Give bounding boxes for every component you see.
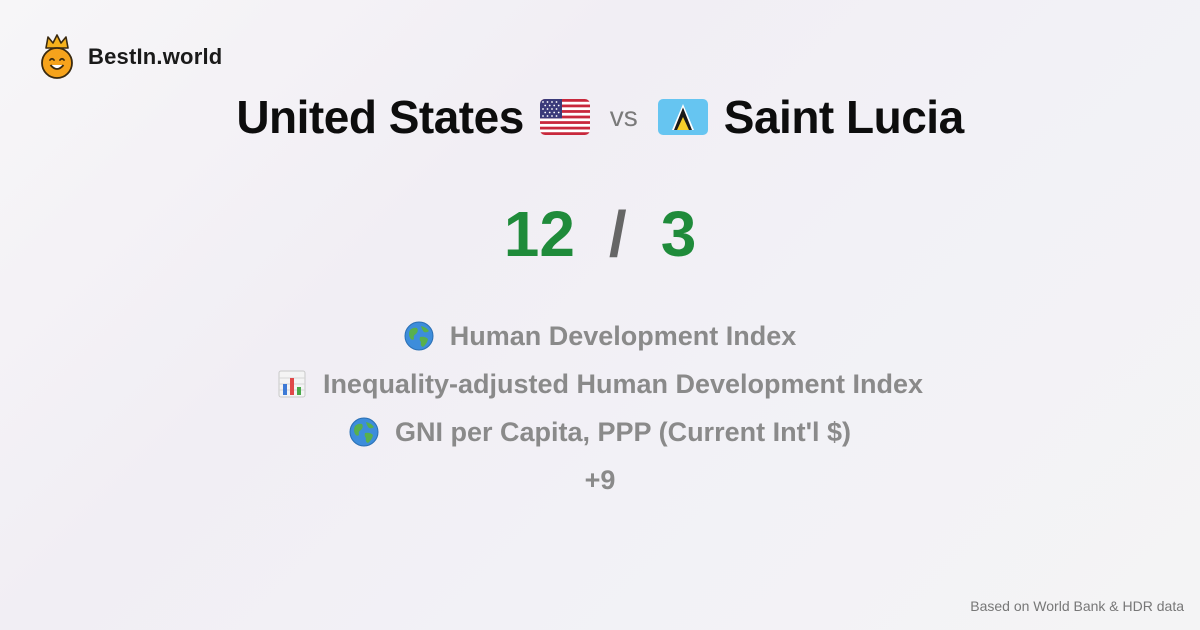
metric-item[interactable]: Inequality-adjusted Human Development In… <box>277 360 923 408</box>
globe-icon <box>349 417 379 447</box>
crown-smiley-icon <box>41 34 73 79</box>
score-separator: / <box>608 198 627 270</box>
metric-label: Inequality-adjusted Human Development In… <box>322 368 924 399</box>
metric-item[interactable]: Human Development Index <box>404 312 797 360</box>
bar-chart-icon <box>278 370 306 398</box>
metric-label: GNI per Capita, PPP (Current Int'l $) <box>395 416 851 447</box>
vs-label: vs <box>609 101 638 132</box>
metric-item[interactable]: GNI per Capita, PPP (Current Int'l $) <box>349 408 851 456</box>
saint-lucia-flag-icon <box>657 99 708 135</box>
data-source-note: Based on World Bank & HDR data <box>970 598 1184 614</box>
right-country-name: Saint Lucia <box>723 91 964 143</box>
metrics-list: Human Development Index Inequality-adjus… <box>0 312 1200 504</box>
brand-name: BestIn.world <box>88 44 223 69</box>
comparison-title: United States vs <box>0 86 1200 148</box>
left-country-name: United States <box>236 91 524 143</box>
metric-label: Human Development Index <box>449 320 797 351</box>
us-flag-icon <box>539 99 590 135</box>
brand[interactable]: BestIn.world <box>38 34 222 80</box>
right-score: 3 <box>660 198 697 270</box>
more-metrics-count[interactable]: +9 <box>584 464 616 495</box>
left-score: 12 <box>503 198 575 270</box>
globe-icon <box>404 321 434 351</box>
score-row: 12 / 3 <box>0 196 1200 272</box>
